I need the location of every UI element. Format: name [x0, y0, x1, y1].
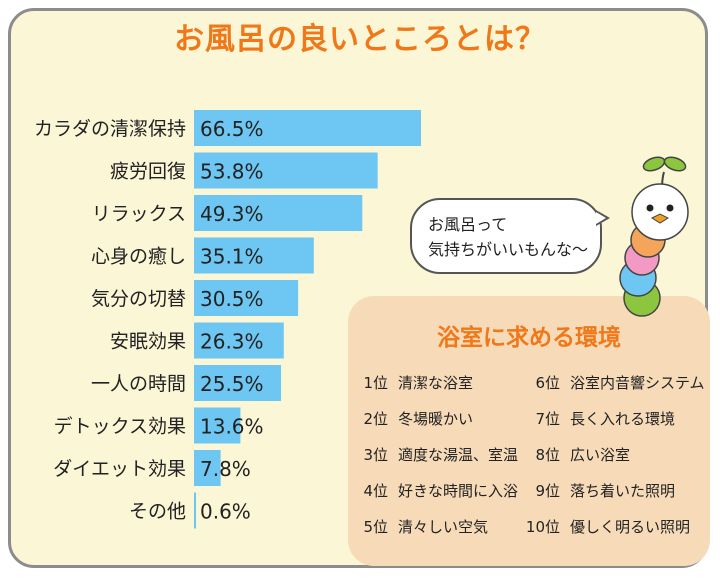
ranking-text: 落ち着いた照明 [570, 482, 676, 500]
value-label: 0.6% [200, 500, 251, 524]
ranking-text: 冬場暖かい [398, 410, 474, 428]
speech-bubble: お風呂って 気持ちがいいもんな～ [410, 198, 602, 274]
value-label: 53.8% [200, 160, 264, 184]
ranking-rank: 7位 [535, 410, 560, 428]
value-label: 35.1% [200, 245, 264, 269]
category-label: カラダの清潔保持 [34, 118, 186, 140]
ranking-item-9: 9位 落ち着いた照明 [520, 480, 675, 501]
value-label: 66.5% [200, 117, 264, 141]
ranking-rank: 8位 [535, 446, 560, 464]
category-label: デトックス効果 [54, 416, 186, 438]
chart-title: お風呂の良いところとは？ [174, 22, 546, 57]
ranking-text: 広い浴室 [570, 446, 631, 464]
ranking-text: 長く入れる環境 [570, 410, 676, 428]
value-label: 26.3% [200, 330, 264, 354]
category-label: リラックス [92, 203, 186, 225]
ranking-item-6: 6位 浴室内音響システム [520, 372, 705, 393]
category-label: 安眠効果 [110, 331, 186, 353]
bar-0 [194, 110, 421, 146]
ranking-rank: 6位 [535, 374, 560, 392]
bar-9 [194, 492, 197, 529]
ranking-rank: 2位 [363, 410, 388, 428]
ranking-rank: 3位 [363, 446, 388, 464]
ranking-rank: 5位 [363, 518, 388, 536]
ranking-rank: 4位 [363, 482, 388, 500]
value-label: 25.5% [200, 372, 264, 396]
speech-line-2: 気持ちがいいもんな～ [428, 240, 589, 259]
ranking-text: 浴室内音響システム [570, 374, 705, 392]
ranking-item-10: 10位 優しく明るい照明 [520, 516, 690, 537]
category-label: 一人の時間 [91, 373, 186, 395]
category-label: 心身の癒し [91, 246, 186, 268]
category-label: ダイエット効果 [53, 458, 186, 480]
ranking-item-4: 4位 好きな時間に入浴 [348, 480, 518, 501]
ranking-text: 優しく明るい照明 [570, 518, 691, 536]
ranking-text: 清潔な浴室 [398, 374, 474, 392]
ranking-rank: 9位 [535, 482, 560, 500]
category-label: 気分の切替 [91, 288, 186, 310]
ranking-item-5: 5位 清々しい空気 [348, 516, 488, 537]
bar-8 [194, 450, 221, 486]
ranking-rank: 1位 [363, 374, 388, 392]
ranking-item-8: 8位 広い浴室 [520, 444, 630, 465]
ranking-item-7: 7位 長く入れる環境 [520, 408, 675, 429]
ranking-text: 好きな時間に入浴 [398, 482, 519, 500]
bar-4 [194, 280, 299, 316]
value-label: 30.5% [200, 287, 264, 311]
bar-7 [194, 407, 241, 444]
bar-2 [194, 195, 363, 231]
ranking-rank: 10位 [525, 518, 560, 536]
ranking-text: 適度な湯温、室温 [398, 446, 519, 464]
ranking-panel: 浴室に求める環境 1位 清潔な浴室 2位 冬場暖かい 3位 適度な湯温、室温 4位 好き… [348, 296, 710, 566]
value-label: 49.3% [200, 202, 264, 226]
ranking-item-2: 2位 冬場暖かい [348, 408, 473, 429]
bar-6 [194, 365, 282, 401]
bar-3 [194, 237, 314, 274]
speech-bubble-tail-fill [596, 212, 606, 224]
category-label: その他 [129, 501, 186, 523]
category-label: 疲労回復 [110, 161, 186, 183]
value-label: 7.8% [200, 457, 251, 481]
bar-1 [194, 152, 378, 189]
ranking-title: 浴室に求める環境 [437, 325, 621, 351]
ranking-item-3: 3位 適度な湯温、室温 [348, 444, 518, 465]
value-label: 13.6% [200, 415, 264, 439]
ranking-text: 清々しい空気 [398, 518, 489, 536]
bar-5 [194, 322, 284, 359]
ranking-item-1: 1位 清潔な浴室 [348, 372, 473, 393]
caterpillar-mascot-icon [619, 156, 689, 317]
speech-line-1: お風呂って [428, 215, 508, 234]
